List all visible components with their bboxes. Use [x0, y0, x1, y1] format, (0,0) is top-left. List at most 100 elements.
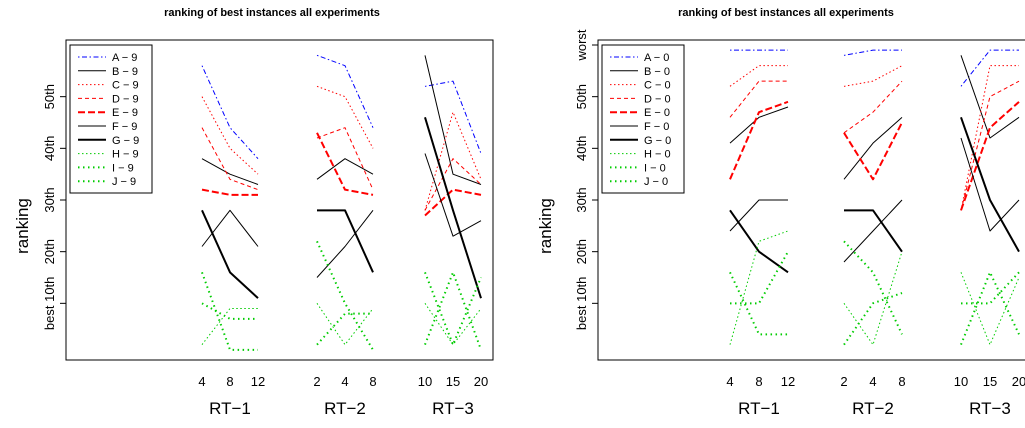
right-y-tick-label: 50th [574, 84, 589, 109]
left-x-tick-label: 10 [418, 374, 432, 389]
left-x-tick-label: 4 [341, 374, 348, 389]
right-panel: ranking of best instances all experiment… [536, 7, 1025, 418]
left-series-line [424, 188, 482, 217]
left-series-line [316, 303, 374, 346]
left-legend-label: J − 9 [112, 176, 136, 188]
left-legend-items: A − 9 B − 9 C − 9D − 9 E − 9 F − 9 G − 9 H − 9… [78, 52, 139, 188]
left-x-tick-label: 8 [369, 374, 376, 389]
left-group-label: RT−2 [324, 399, 366, 418]
left-panel: ranking of best instances all experiment… [13, 7, 494, 418]
right-legend-label: J − 0 [644, 176, 668, 188]
left-series-line [317, 209, 374, 273]
left-legend-label: D − 9 [112, 93, 139, 105]
right-x-tick-label: 8 [898, 374, 905, 389]
left-y-tick-label: 40th [42, 136, 57, 161]
right-y-tick-label: 40th [574, 136, 589, 161]
right-legend: A − 0 B − 0 C − 0D − 0 E − 0 F − 0 G − 0 H − 0… [601, 44, 685, 194]
right-y-axis-label: ranking [536, 198, 555, 254]
left-series-line [316, 54, 374, 128]
left-series-line [424, 117, 482, 299]
right-y-axis: best 10th 20th 30th 40th 50th worst [574, 29, 599, 331]
left-legend: A − 9 B − 9 C − 9D − 9 E − 9 F − 9 G − 9 H − 9… [69, 44, 153, 194]
right-legend-label: D − 0 [644, 93, 671, 105]
right-y-tick-label: best 10th [574, 277, 589, 331]
right-series-line [960, 117, 1020, 253]
left-y-tick-label: 30th [42, 187, 57, 212]
left-series-line [424, 303, 482, 346]
right-series-line [730, 251, 789, 305]
right-legend-label: G − 0 [644, 135, 671, 147]
right-series-line [844, 209, 903, 253]
right-y-tick-label: 30th [574, 187, 589, 212]
right-legend-label: E − 0 [644, 107, 670, 119]
right-chart-title: ranking of best instances all experiment… [678, 7, 894, 19]
right-group-label: RT−2 [852, 399, 894, 418]
left-series-line [424, 153, 482, 237]
left-series-line [424, 55, 482, 185]
left-y-tick-label: 20th [42, 239, 57, 264]
left-x-tick-label: 2 [313, 374, 320, 389]
left-series-line [316, 240, 374, 351]
right-series-line [729, 65, 788, 87]
left-series-line [424, 271, 482, 351]
right-series-line [729, 271, 788, 336]
right-legend-label: I − 0 [644, 162, 666, 174]
right-legend-label: F − 0 [644, 121, 669, 133]
left-y-tick-label: 50th [42, 84, 57, 109]
left-series-line [201, 188, 258, 196]
left-series-line [424, 158, 482, 211]
right-series-line [729, 209, 789, 274]
left-series-line [316, 158, 374, 180]
right-series-line [843, 292, 903, 346]
right-series-line [729, 230, 789, 345]
right-series-line [960, 137, 1020, 232]
right-series-line [843, 122, 903, 181]
left-legend-label: I − 9 [112, 162, 134, 174]
left-legend-label: F − 9 [112, 121, 137, 133]
left-legend-box [69, 44, 153, 194]
left-x-tick-label: 20 [474, 374, 488, 389]
right-series-line [729, 100, 789, 180]
left-series-group [201, 54, 482, 351]
left-series-line [316, 127, 374, 190]
left-series-line [201, 271, 258, 351]
left-legend-label: B − 9 [112, 66, 138, 78]
right-series-line [960, 271, 1020, 346]
right-x-tick-label: 15 [983, 374, 997, 389]
left-legend-label: C − 9 [112, 80, 139, 92]
left-x-tick-label: 4 [198, 374, 205, 389]
right-x-tick-label: 4 [726, 374, 733, 389]
right-series-line [729, 80, 788, 118]
right-series-line [729, 199, 788, 232]
left-x-tick-label: 8 [226, 374, 233, 389]
right-series-line [960, 80, 1020, 211]
right-legend-label: B − 0 [644, 66, 670, 78]
right-series-line [729, 106, 789, 144]
right-series-line [843, 240, 903, 335]
left-y-axis: best 10th 20th 30th 40th 50th [42, 84, 67, 331]
left-series-line [201, 308, 258, 345]
left-series-line [424, 271, 482, 346]
right-series-line [843, 116, 903, 180]
right-group-label: RT−3 [969, 399, 1011, 418]
left-group-label: RT−3 [432, 399, 474, 418]
left-y-tick-label: best 10th [42, 277, 57, 331]
right-series-line [960, 101, 1020, 211]
right-series-line [960, 55, 1020, 139]
right-x-tick-label: 20 [1012, 374, 1025, 389]
right-y-tick-label: worst [574, 29, 589, 61]
right-series-line [843, 80, 903, 134]
right-group-label: RT−1 [738, 399, 780, 418]
right-x-tick-label: 4 [869, 374, 876, 389]
right-legend-items: A − 0 B − 0 C − 0D − 0 E − 0 F − 0 G − 0 H − 0… [610, 52, 671, 188]
left-chart-title: ranking of best instances all experiment… [164, 7, 380, 19]
right-series-line [843, 65, 903, 87]
right-x-tick-label: 8 [755, 374, 762, 389]
left-series-line [201, 127, 259, 191]
right-series-line [960, 272, 1020, 346]
left-group-label: RT−1 [209, 399, 251, 418]
right-series-group [729, 49, 1020, 346]
